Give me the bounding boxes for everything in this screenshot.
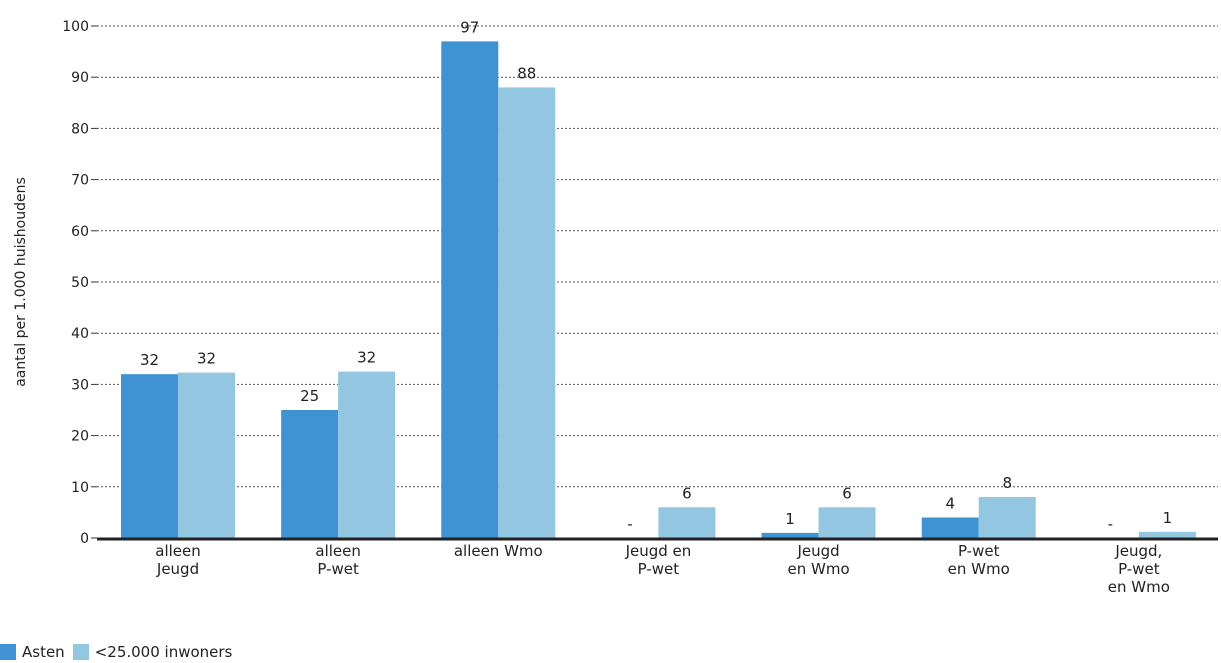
y-tick-label: 30 (71, 377, 89, 393)
bar-asten[interactable] (761, 532, 819, 538)
bar-inwoners[interactable] (1138, 531, 1196, 538)
gridlines (97, 25, 1218, 488)
data-label: - (627, 515, 632, 533)
data-label: 6 (842, 484, 852, 502)
legend: Asten <25.000 inwoners (0, 641, 240, 663)
bar-inwoners[interactable] (658, 507, 716, 538)
bar-inwoners[interactable] (178, 372, 235, 538)
y-tick-label: 90 (71, 70, 89, 86)
legend-label-asten: Asten (22, 643, 65, 661)
category-label: P-wet en Wmo (948, 542, 1010, 578)
y-tick-label: 100 (62, 19, 89, 35)
bar-asten[interactable] (281, 410, 339, 538)
y-tick-labels: 0 10 20 30 40 50 60 70 80 90 100 (62, 19, 97, 547)
bar-asten[interactable] (441, 41, 499, 539)
category-label: alleen Jeugd (155, 542, 201, 578)
y-axis-label: aantal per 1.000 huishoudens (13, 177, 29, 387)
data-label: 4 (945, 495, 955, 513)
category-label: Jeugd en P-wet (625, 542, 692, 578)
bar-inwoners[interactable] (338, 371, 396, 538)
y-tick-label: 50 (71, 275, 89, 291)
y-tick-label: 40 (71, 326, 89, 342)
y-tick-label: 20 (71, 429, 89, 445)
bar-asten[interactable] (921, 517, 979, 538)
bar-inwoners[interactable] (978, 497, 1036, 538)
legend-item-inwoners[interactable]: <25.000 inwoners (72, 643, 233, 661)
data-label: 1 (785, 510, 795, 528)
data-label: 32 (357, 349, 376, 367)
category-label: alleen Wmo (454, 542, 543, 560)
category-label: alleen P-wet (315, 542, 361, 578)
bar-chart: 0 10 20 30 40 50 60 70 80 90 100 32 32 25 32 97 88 - 6 1 6 4… (13, 18, 1218, 596)
bar-inwoners[interactable] (818, 507, 876, 538)
legend-label-inwoners: <25.000 inwoners (94, 643, 233, 661)
data-label: 6 (682, 484, 692, 502)
legend-item-asten[interactable]: Asten (0, 643, 65, 661)
data-label: 32 (197, 350, 216, 368)
y-tick-label: 60 (71, 224, 89, 240)
legend-swatch-asten (0, 644, 16, 660)
data-labels: 32 32 25 32 97 88 - 6 1 6 4 8 - 1 (140, 18, 1172, 533)
data-label: 88 (517, 64, 536, 82)
data-label: 1 (1163, 509, 1173, 527)
bar-asten[interactable] (121, 374, 178, 538)
y-tick-label: 10 (71, 480, 89, 496)
y-tick-label: 0 (80, 531, 89, 547)
y-tick-label: 70 (71, 173, 89, 189)
data-label: 97 (460, 18, 479, 36)
legend-swatch-inwoners (72, 644, 89, 660)
category-labels: alleen Jeugd alleen P-wet alleen Wmo Jeugd en… (155, 542, 1170, 596)
category-label: Jeugd en Wmo (788, 542, 850, 578)
category-label: Jeugd, P-wet en Wmo (1108, 542, 1170, 596)
data-label: 8 (1002, 474, 1012, 492)
data-label: 32 (140, 351, 159, 369)
data-label: - (1108, 515, 1113, 533)
y-tick-label: 80 (71, 121, 89, 137)
data-label: 25 (300, 387, 319, 405)
bars (121, 41, 1196, 539)
bar-inwoners[interactable] (498, 87, 556, 538)
